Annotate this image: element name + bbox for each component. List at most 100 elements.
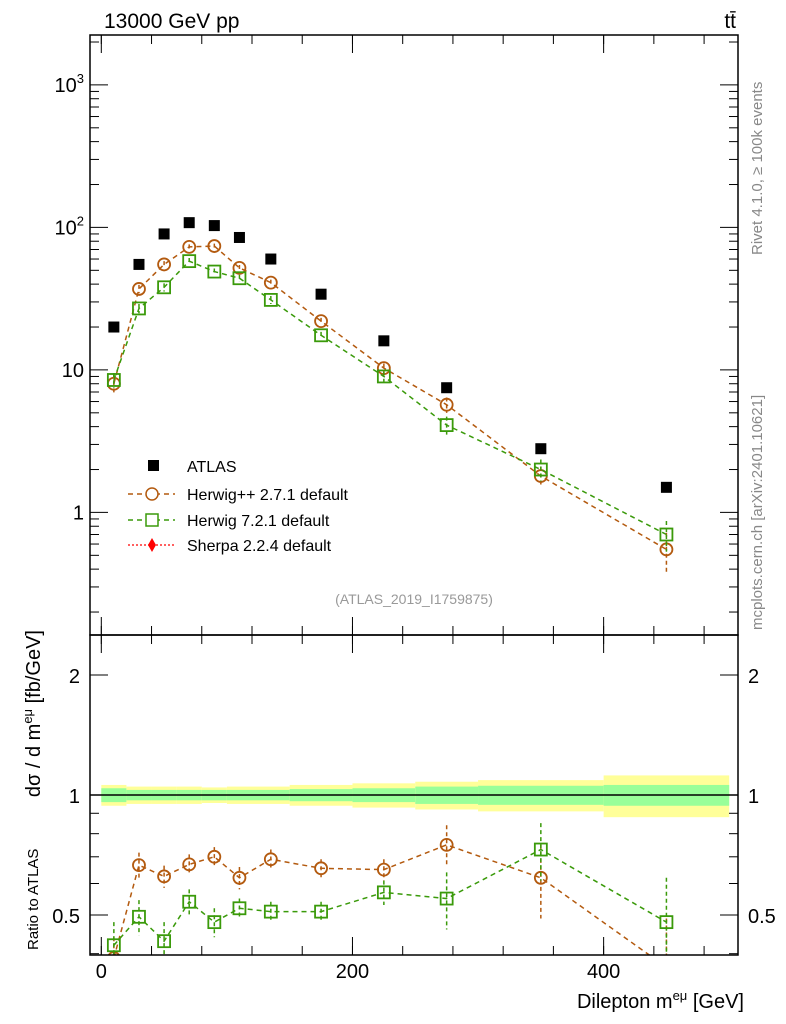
- tick-exp: 3: [77, 71, 84, 86]
- legend-label: Herwig++ 2.7.1 default: [187, 487, 349, 504]
- main-series: [106, 217, 674, 573]
- point-circle: [182, 239, 197, 254]
- point-square: [182, 894, 197, 909]
- y-tick-label: 1: [73, 502, 84, 524]
- legend-marker-sherpa: [148, 538, 156, 552]
- legend-marker-herwigpp: [145, 487, 159, 501]
- x-axis-label: Dilepton meμ [GeV]: [577, 988, 744, 1013]
- legend-label: ATLAS: [187, 459, 237, 476]
- point-circle: [132, 282, 146, 296]
- y-tick-label: 102: [55, 213, 84, 239]
- point-square: [232, 271, 247, 286]
- ratio-y-tick-label: 1: [69, 786, 80, 808]
- point-square: [263, 904, 278, 919]
- point-square: [533, 462, 548, 477]
- series-line: [113, 844, 651, 955]
- atlas-point: [133, 258, 145, 270]
- point-square: [232, 901, 247, 916]
- point-circle: [207, 239, 222, 253]
- x-tick-label: 200: [336, 961, 369, 983]
- main-y-axis-label: dσ / d meμ [fb/GeV]: [20, 630, 45, 797]
- atlas-point: [315, 288, 327, 300]
- point-circle: [157, 257, 171, 272]
- point-square: [157, 280, 171, 295]
- y-tick-label: 103: [55, 71, 84, 97]
- series-line: [113, 260, 667, 536]
- ratio-uncertainty-bands: [90, 775, 738, 818]
- point-square: [439, 891, 454, 906]
- legend-label: Herwig 7.2.1 default: [187, 513, 330, 530]
- point-circle: [232, 870, 247, 885]
- tick-exp: 2: [77, 213, 84, 228]
- legend-marker-atlas: [148, 460, 159, 471]
- data-marks: [106, 217, 674, 973]
- point-square: [314, 904, 328, 919]
- ratio-series: [106, 823, 674, 973]
- ratio-y-tick-label-right: 1: [748, 786, 759, 808]
- atlas-point: [535, 443, 547, 455]
- ylabel-text: dσ / d m: [23, 724, 45, 797]
- point-circle: [376, 862, 391, 877]
- point-circle: [263, 275, 278, 290]
- legend-label: Sherpa 2.2.4 default: [187, 538, 332, 555]
- point-square: [157, 934, 171, 949]
- x-tick-label: 0: [96, 961, 107, 983]
- xlabel-text: Dilepton m: [577, 991, 673, 1013]
- mcplots-label: mcplots.cern.ch [arXiv:2401.10621]: [749, 395, 766, 630]
- xlabel-sup: eμ: [673, 988, 688, 1003]
- atlas-point: [265, 253, 277, 265]
- legend: ATLAS Herwig++ 2.7.1 default Herwig 7.2.1 …: [128, 459, 349, 555]
- point-square: [263, 293, 278, 307]
- point-square: [314, 328, 328, 343]
- ratio-y-tick-label-right: 2: [748, 666, 759, 688]
- point-circle: [439, 397, 454, 412]
- point-circle: [232, 260, 247, 275]
- atlas-point: [660, 481, 672, 493]
- point-circle: [132, 858, 146, 873]
- ratio-panel-frame: [89, 634, 739, 956]
- energy-label: 13000 GeV pp: [104, 10, 239, 33]
- point-circle: [263, 852, 278, 867]
- atlas-point: [233, 231, 245, 243]
- atlas-point: [183, 217, 195, 229]
- point-square: [533, 842, 548, 857]
- point-circle: [314, 314, 328, 329]
- legend-marker-herwig7: [145, 513, 159, 527]
- point-square: [106, 373, 121, 387]
- point-square: [659, 527, 674, 542]
- point-square: [376, 885, 391, 900]
- ratio-y-tick-label-right: 0.5: [748, 906, 776, 928]
- xlabel-unit: [GeV]: [687, 991, 744, 1013]
- ratio-y-tick-label: 2: [69, 666, 80, 688]
- point-square: [182, 254, 197, 269]
- atlas-point: [441, 382, 453, 394]
- tick-base: 10: [55, 75, 77, 97]
- point-square: [106, 938, 121, 953]
- point-square: [376, 369, 391, 384]
- point-square: [207, 915, 222, 930]
- point-square: [207, 264, 222, 279]
- point-circle: [660, 961, 672, 973]
- point-circle: [314, 861, 328, 876]
- ylabel-sup: eμ: [20, 709, 35, 724]
- atlas-point: [378, 335, 390, 347]
- atlas-point: [108, 321, 120, 333]
- point-square: [439, 418, 454, 433]
- y-tick-label: 10: [62, 360, 84, 382]
- series-line: [113, 848, 667, 946]
- ratio-y-axis-label: Ratio to ATLAS: [25, 849, 42, 950]
- point-square: [659, 915, 674, 930]
- process-label: tt̄: [724, 10, 736, 33]
- analysis-id: (ATLAS_2019_I1759875): [335, 591, 493, 607]
- point-square: [132, 909, 146, 924]
- point-circle: [207, 849, 222, 864]
- x-tick-label: 400: [587, 961, 620, 983]
- ratio-y-tick-label: 0.5: [52, 906, 80, 928]
- atlas-point: [158, 228, 170, 240]
- point-circle: [157, 869, 171, 884]
- point-circle: [533, 870, 548, 885]
- ylabel-unit: [fb/GeV]: [23, 630, 45, 709]
- point-circle: [439, 837, 454, 852]
